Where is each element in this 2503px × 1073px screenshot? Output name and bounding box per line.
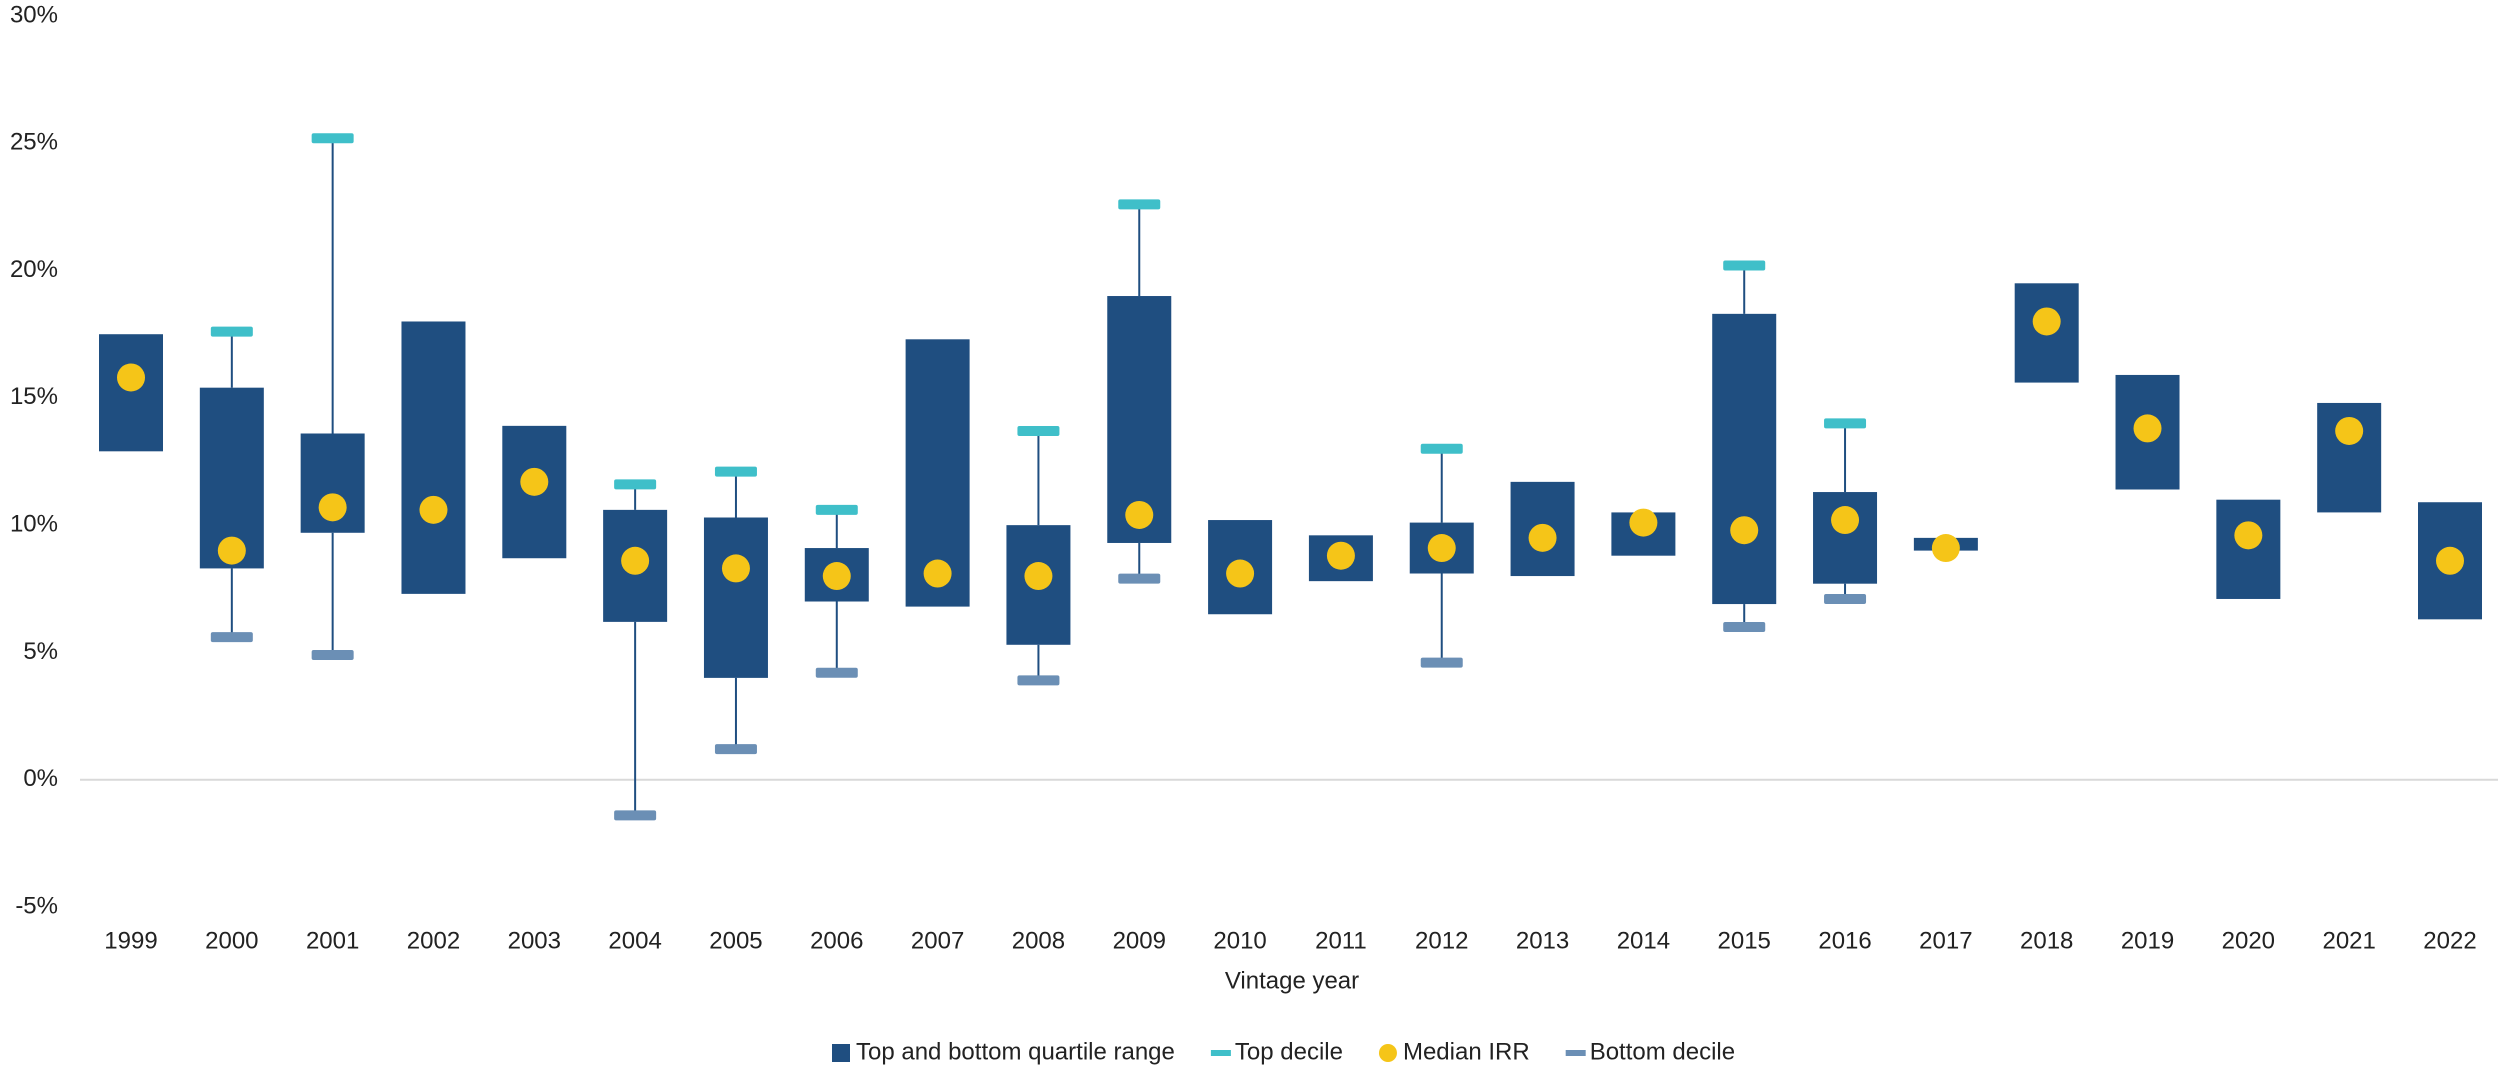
y-tick-label: 25% — [10, 129, 58, 156]
x-tick-label: 2008 — [1012, 927, 1065, 954]
median-dot — [1125, 500, 1154, 529]
decile-cap — [714, 466, 757, 477]
median-dot — [1528, 523, 1557, 552]
x-tick-label: 2004 — [608, 927, 661, 954]
median-dot — [1427, 534, 1456, 563]
median-dot — [1024, 562, 1053, 591]
median-dot — [1326, 541, 1355, 570]
x-tick-label: 2000 — [205, 927, 258, 954]
quartile-box — [1712, 313, 1777, 605]
x-tick-label: 2011 — [1315, 927, 1367, 954]
x-tick-label: 2012 — [1415, 927, 1468, 954]
x-tick-label: 2022 — [2423, 927, 2476, 954]
median-dot — [520, 467, 549, 496]
median-dot — [2335, 416, 2364, 445]
x-tick-label: 2005 — [709, 927, 762, 954]
x-axis-label: Vintage year — [1225, 967, 1359, 994]
median-dot — [1629, 508, 1658, 537]
decile-cap — [815, 504, 858, 515]
median-dot — [2032, 307, 2061, 336]
decile-cap — [1824, 418, 1867, 429]
x-tick-label: 2010 — [1213, 927, 1266, 954]
median-dot — [1226, 559, 1255, 588]
legend-marker — [1565, 1050, 1586, 1056]
decile-cap — [1118, 199, 1161, 210]
y-tick-label: 0% — [23, 765, 58, 792]
decile-cap — [1824, 593, 1867, 604]
x-tick-label: 1999 — [104, 927, 157, 954]
x-tick-label: 2020 — [2222, 927, 2275, 954]
decile-cap — [210, 632, 253, 643]
decile-cap — [1420, 657, 1463, 668]
median-dot — [117, 363, 145, 392]
x-tick-label: 2014 — [1617, 927, 1670, 954]
y-tick-label: 20% — [10, 256, 58, 283]
decile-cap — [714, 744, 757, 755]
x-tick-label: 2021 — [2322, 927, 2375, 954]
decile-cap — [210, 326, 253, 337]
decile-cap — [1017, 675, 1060, 686]
decile-cap — [1420, 443, 1463, 454]
x-tick-label: 2018 — [2020, 927, 2073, 954]
median-dot — [621, 546, 650, 575]
quartile-box — [1813, 492, 1878, 584]
median-dot — [923, 559, 952, 588]
median-dot — [2133, 414, 2162, 443]
decile-cap — [614, 479, 657, 490]
y-tick-label: 10% — [10, 510, 58, 537]
median-dot — [1831, 506, 1860, 535]
median-dot — [419, 495, 448, 524]
median-dot — [1931, 534, 1960, 563]
decile-cap — [1017, 425, 1060, 436]
median-dot — [822, 562, 851, 591]
quartile-box — [99, 334, 163, 452]
quartile-box — [2216, 499, 2281, 599]
median-dot — [217, 536, 246, 565]
median-dot — [318, 493, 347, 522]
median-dot — [2234, 521, 2263, 550]
x-tick-label: 2006 — [810, 927, 863, 954]
x-tick-label: 2009 — [1113, 927, 1166, 954]
legend-marker — [832, 1044, 850, 1062]
x-tick-label: 2013 — [1516, 927, 1569, 954]
legend-label: Top and bottom quartile range — [856, 1038, 1175, 1065]
legend-marker — [1210, 1050, 1231, 1056]
median-dot — [2436, 546, 2464, 575]
x-tick-label: 2002 — [407, 927, 460, 954]
decile-cap — [1723, 260, 1766, 271]
median-dot — [1730, 516, 1759, 545]
decile-cap — [614, 810, 657, 821]
decile-cap — [311, 649, 354, 660]
y-tick-label: 15% — [10, 383, 58, 410]
quartile-box — [401, 321, 466, 594]
x-tick-label: 2015 — [1718, 927, 1771, 954]
median-dot — [721, 554, 750, 583]
legend-label: Median IRR — [1403, 1038, 1530, 1065]
decile-cap — [311, 133, 354, 144]
quartile-box — [703, 517, 768, 678]
x-tick-label: 2007 — [911, 927, 964, 954]
y-tick-label: -5% — [15, 892, 58, 919]
x-tick-label: 2019 — [2121, 927, 2174, 954]
decile-cap — [1723, 621, 1766, 632]
x-tick-label: 2003 — [508, 927, 561, 954]
legend-label: Top decile — [1235, 1038, 1343, 1065]
x-tick-label: 2016 — [1818, 927, 1871, 954]
y-tick-label: 30% — [10, 1, 58, 28]
x-tick-label: 2017 — [1919, 927, 1972, 954]
legend-marker — [1378, 1044, 1397, 1062]
y-tick-label: 5% — [23, 638, 58, 665]
decile-cap — [1118, 573, 1161, 584]
x-tick-label: 2001 — [306, 927, 359, 954]
decile-cap — [815, 667, 858, 678]
legend-label: Bottom decile — [1590, 1038, 1735, 1065]
